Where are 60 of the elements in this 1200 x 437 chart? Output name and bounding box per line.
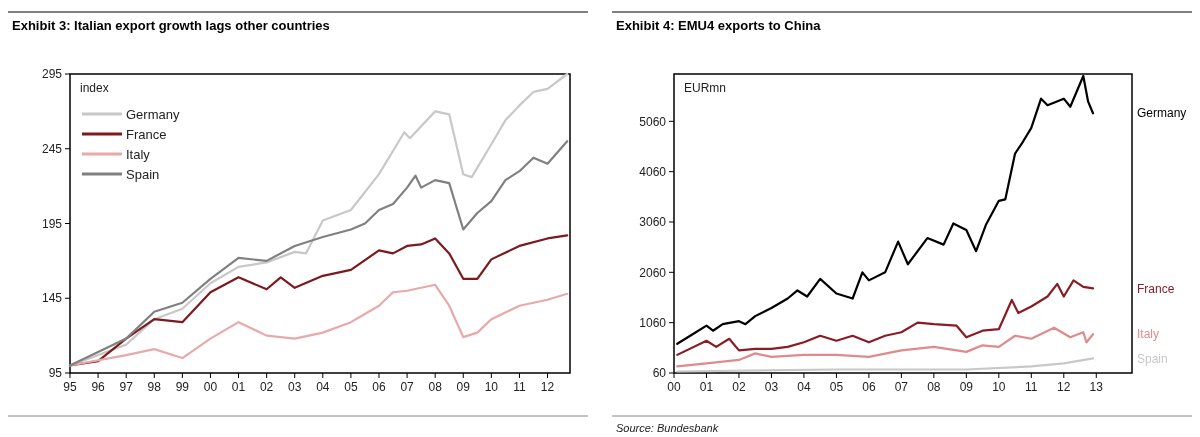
source-note: Source: Bundesbank bbox=[616, 422, 719, 434]
y-axis-title: EURmn bbox=[684, 81, 727, 95]
x-tick-label: 04 bbox=[316, 380, 330, 394]
line-series bbox=[676, 357, 1095, 373]
y-tick-label: 5060 bbox=[639, 114, 667, 129]
x-tick-label: 01 bbox=[699, 380, 714, 394]
text: Italy bbox=[1137, 327, 1160, 342]
x-tick-label: 03 bbox=[288, 380, 302, 394]
x-tick-label: 11 bbox=[513, 380, 526, 394]
x-tick-label: 97 bbox=[119, 380, 134, 394]
x-tick-label: 07 bbox=[894, 380, 909, 394]
x-tick-label: 02 bbox=[259, 380, 274, 394]
y-tick-label: 245 bbox=[41, 141, 63, 156]
x-tick-label: 08 bbox=[927, 380, 941, 394]
x-tick-label: 95 bbox=[63, 380, 77, 394]
x-tick-label: 02 bbox=[732, 380, 746, 394]
legend-label: Italy bbox=[126, 146, 151, 162]
x-tick-label: 12 bbox=[1057, 380, 1071, 394]
x-tick-label: 00 bbox=[203, 380, 218, 394]
text: Germany bbox=[1137, 106, 1187, 121]
x-tick-label: 10 bbox=[484, 380, 499, 394]
y-axis-title: index bbox=[80, 81, 109, 95]
x-tick-label: 10 bbox=[992, 380, 1006, 394]
x-tick-label: 01 bbox=[231, 380, 246, 394]
y-tick-label: 2060 bbox=[639, 265, 667, 280]
x-tick-label: 05 bbox=[344, 380, 358, 394]
legend-label: France bbox=[126, 126, 167, 142]
y-tick-label: 4060 bbox=[639, 164, 667, 179]
y-tick-label: 295 bbox=[41, 67, 63, 82]
x-tick-label: 06 bbox=[372, 380, 386, 394]
x-tick-label: 03 bbox=[764, 380, 779, 394]
chart-title: Exhibit 3: Italian export growth lags other countries bbox=[12, 18, 330, 33]
x-tick-label: 07 bbox=[400, 380, 415, 394]
line-series bbox=[676, 279, 1095, 356]
x-tick-label: 00 bbox=[667, 380, 681, 394]
line-series bbox=[68, 140, 569, 367]
chart-title: Exhibit 4: EMU4 exports to China bbox=[616, 18, 822, 33]
x-tick-label: 06 bbox=[862, 380, 876, 394]
line-series bbox=[676, 326, 1095, 368]
y-tick-label: 145 bbox=[41, 291, 63, 306]
x-tick-label: 09 bbox=[456, 380, 471, 394]
x-tick-label: 08 bbox=[428, 380, 443, 394]
x-tick-label: 04 bbox=[797, 380, 811, 394]
x-tick-label: 98 bbox=[147, 380, 162, 394]
y-tick-label: 95 bbox=[48, 366, 63, 381]
x-tick-label: 12 bbox=[540, 380, 555, 394]
text: France bbox=[1137, 281, 1175, 296]
x-tick-label: 05 bbox=[829, 380, 844, 394]
x-tick-label: 11 bbox=[1025, 380, 1038, 394]
y-tick-label: 60 bbox=[652, 366, 667, 381]
legend-label: Spain bbox=[126, 166, 160, 182]
x-tick-label: 96 bbox=[91, 380, 106, 394]
x-tick-label: 13 bbox=[1089, 380, 1104, 394]
y-tick-label: 1060 bbox=[639, 315, 667, 330]
x-tick-label: 09 bbox=[959, 380, 974, 394]
x-tick-label: 99 bbox=[175, 380, 190, 394]
line-series bbox=[68, 283, 569, 367]
y-tick-label: 195 bbox=[41, 216, 63, 231]
legend-label: Germany bbox=[126, 106, 180, 122]
y-tick-label: 3060 bbox=[639, 215, 667, 230]
